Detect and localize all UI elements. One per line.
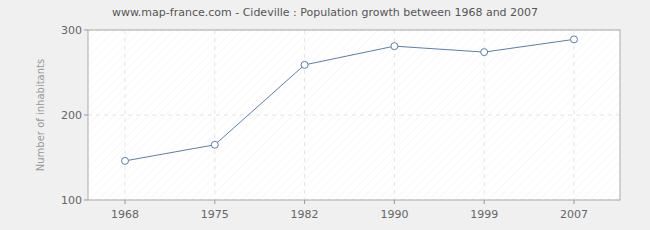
tick [84,115,88,116]
tick [125,200,126,204]
plot-frame [88,30,620,200]
marker [122,157,129,164]
grid-line [394,30,395,200]
tick [574,200,575,204]
tick [304,200,305,204]
grid-line [214,30,215,200]
tick [484,200,485,204]
tick-label: 300 [61,24,82,37]
tick-label: 1982 [291,208,319,221]
plot-area [88,30,620,200]
tick [84,200,88,201]
tick-label: 1999 [470,208,498,221]
marker [571,36,578,43]
tick-label: 1975 [201,208,229,221]
grid-line [574,30,575,200]
marker [481,49,488,56]
tick-label: 1990 [380,208,408,221]
grid-line [125,30,126,200]
tick-label: 200 [61,109,82,122]
title: www.map-france.com - Cideville : Populat… [112,6,538,19]
y-axis-label: Number of inhabitants [35,59,46,171]
marker [301,61,308,68]
background [0,0,650,230]
marker [211,141,218,148]
tick-label: 1968 [111,208,139,221]
tick [214,200,215,204]
grid-line [88,115,620,116]
series [122,36,578,165]
tick-label: 2007 [560,208,588,221]
marker [391,43,398,50]
tick-label: 100 [61,194,82,207]
chart: www.map-france.com - Cideville : Populat… [0,0,650,230]
tick [84,30,88,31]
tick [394,200,395,204]
grid-line [304,30,305,200]
line [125,39,574,161]
